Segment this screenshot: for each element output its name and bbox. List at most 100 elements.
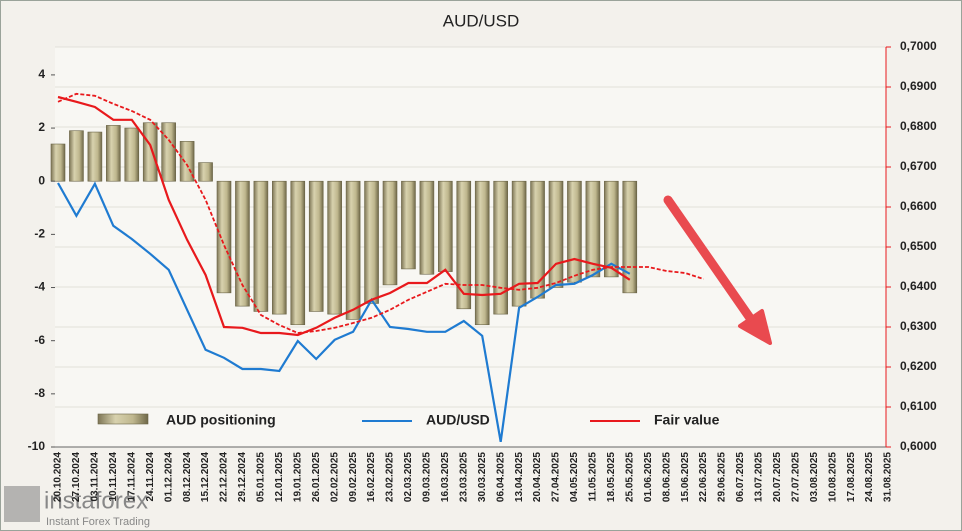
bar bbox=[419, 180, 435, 275]
x-tick-label: 15.06.2025 bbox=[680, 452, 691, 502]
x-tick-label: 08.06.2025 bbox=[661, 452, 672, 502]
y-tick-label: 0 bbox=[38, 173, 45, 187]
x-tick-label: 16.03.2025 bbox=[440, 452, 451, 502]
bar bbox=[290, 180, 306, 326]
y-tick-label: -2 bbox=[34, 227, 45, 241]
x-tick-label: 13.07.2025 bbox=[754, 452, 765, 502]
y-tick-label: 2 bbox=[38, 120, 45, 134]
logo-name: instaforex bbox=[44, 487, 148, 514]
x-tick-label: 17.11.2024 bbox=[126, 452, 137, 502]
bar bbox=[216, 180, 232, 294]
x-tick-label: 12.01.2025 bbox=[274, 452, 285, 502]
y2-tick-label: 0,6900 bbox=[900, 79, 937, 93]
trend-arrow bbox=[663, 195, 772, 345]
legend-label: AUD/USD bbox=[426, 412, 490, 428]
x-tick-label: 22.06.2025 bbox=[698, 452, 709, 502]
bar bbox=[530, 180, 545, 299]
bar bbox=[585, 180, 601, 278]
bar bbox=[401, 180, 416, 270]
x-tick-label: 05.01.2025 bbox=[256, 452, 267, 502]
bar bbox=[345, 180, 361, 320]
x-tick-label: 29.06.2025 bbox=[717, 452, 728, 502]
y2-tick-label: 0,6500 bbox=[900, 239, 937, 253]
x-tick-label: 16.02.2025 bbox=[366, 452, 377, 502]
y2-tick-label: 0,6200 bbox=[900, 359, 937, 373]
x-tick-label: 08.12.2024 bbox=[182, 452, 193, 502]
x-tick-label: 30.03.2025 bbox=[477, 452, 488, 502]
x-tick-label: 24.08.2025 bbox=[864, 452, 875, 502]
x-tick-label: 23.02.2025 bbox=[385, 452, 396, 502]
bar bbox=[567, 180, 582, 283]
y2-tick-label: 0,6700 bbox=[900, 159, 937, 173]
bar bbox=[50, 143, 66, 182]
x-tick-label: 13.04.2025 bbox=[514, 452, 525, 502]
x-tick-label: 22.12.2024 bbox=[219, 452, 230, 502]
x-tick-label: 09.02.2025 bbox=[348, 452, 359, 502]
y2-tick-label: 0,6600 bbox=[900, 199, 937, 213]
x-tick-label: 18.05.2025 bbox=[606, 452, 617, 502]
bar bbox=[308, 180, 324, 312]
y2-tick-label: 0,6000 bbox=[900, 439, 937, 453]
x-tick-label: 10.11.2024 bbox=[108, 452, 119, 502]
x-tick-label: 01.06.2025 bbox=[643, 452, 654, 502]
bar bbox=[622, 180, 638, 294]
y-tick-label: -4 bbox=[34, 280, 45, 294]
bar bbox=[142, 122, 158, 182]
bar bbox=[253, 180, 269, 312]
bar bbox=[198, 162, 213, 182]
x-tick-label: 02.02.2025 bbox=[329, 452, 340, 502]
x-tick-label: 03.11.2024 bbox=[90, 452, 101, 502]
logo: instaforex Instant Forex Trading bbox=[4, 486, 150, 528]
y2-tick-label: 0,7000 bbox=[900, 39, 937, 53]
bar bbox=[364, 180, 379, 304]
x-tick-label: 27.10.2024 bbox=[71, 452, 82, 502]
line bbox=[57, 92, 704, 334]
bar bbox=[327, 180, 342, 315]
bar bbox=[548, 180, 564, 288]
bar bbox=[511, 180, 527, 307]
x-tick-label: 31.08.2025 bbox=[883, 452, 894, 502]
bar bbox=[438, 180, 453, 272]
bar bbox=[382, 180, 398, 286]
line bbox=[57, 95, 631, 337]
chart-title: AUD/USD bbox=[443, 11, 520, 30]
logo-tagline: Instant Forex Trading bbox=[46, 516, 150, 528]
bar bbox=[124, 127, 140, 182]
x-tick-label: 26.01.2025 bbox=[311, 452, 322, 502]
bar bbox=[272, 180, 287, 315]
x-tick-label: 09.03.2025 bbox=[422, 452, 433, 502]
x-tick-label: 20.04.2025 bbox=[532, 452, 543, 502]
line bbox=[57, 181, 631, 442]
legend-label: AUD positioning bbox=[166, 412, 276, 428]
x-tick-label: 03.08.2025 bbox=[809, 452, 820, 502]
bar bbox=[69, 130, 84, 182]
y2-tick-label: 0,6400 bbox=[900, 279, 937, 293]
y2-tick-label: 0,6100 bbox=[900, 399, 937, 413]
x-tick-label: 15.12.2024 bbox=[200, 452, 211, 502]
x-tick-label: 02.03.2025 bbox=[403, 452, 414, 502]
x-tick-label: 10.08.2025 bbox=[827, 452, 838, 502]
x-tick-label: 20.07.2025 bbox=[772, 452, 783, 502]
x-tick-label: 27.04.2025 bbox=[551, 452, 562, 502]
x-tick-label: 11.05.2025 bbox=[588, 452, 599, 502]
x-tick-label: 29.12.2024 bbox=[237, 452, 248, 502]
x-tick-label: 24.11.2024 bbox=[145, 452, 156, 502]
bar bbox=[161, 122, 176, 182]
x-tick-label: 06.04.2025 bbox=[495, 452, 506, 502]
x-tick-label: 27.07.2025 bbox=[790, 452, 801, 502]
y-tick-label: -6 bbox=[34, 333, 45, 347]
y2-tick-label: 0,6800 bbox=[900, 119, 937, 133]
bar bbox=[87, 131, 103, 182]
bar bbox=[106, 125, 121, 182]
y-tick-label: 4 bbox=[38, 67, 45, 81]
x-tick-label: 20.10.2024 bbox=[53, 452, 64, 502]
bar bbox=[474, 180, 490, 326]
bar bbox=[604, 180, 619, 278]
bar bbox=[456, 180, 472, 310]
x-tick-label: 04.05.2025 bbox=[569, 452, 580, 502]
legend-swatch bbox=[97, 413, 149, 425]
x-tick-label: 23.03.2025 bbox=[458, 452, 469, 502]
x-tick-label: 06.07.2025 bbox=[735, 452, 746, 502]
x-tick-label: 17.08.2025 bbox=[846, 452, 857, 502]
